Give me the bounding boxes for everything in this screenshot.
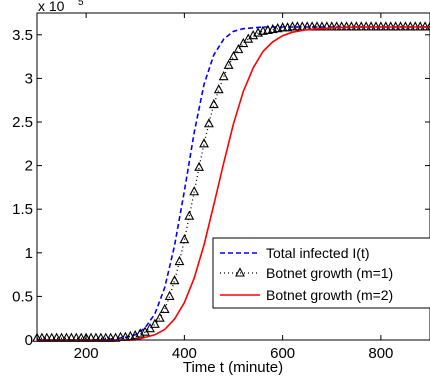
y-tick-label: 0.5 [12, 288, 33, 305]
legend: Total infected I(t) Botnet growth (m=1) Bo… [212, 237, 430, 309]
series-point-marker [71, 332, 82, 342]
series-point-marker [169, 275, 180, 285]
legend-label-3: Botnet growth (m=2) [266, 287, 393, 303]
series-point-marker [292, 21, 303, 31]
legend-items: Total infected I(t) Botnet growth (m=1) Bo… [220, 245, 393, 303]
x-tick-label: 800 [368, 345, 393, 362]
series-point-marker [341, 21, 352, 31]
series-point-marker [145, 322, 155, 333]
series-point-marker [312, 21, 322, 31]
series-point-marker [218, 70, 229, 81]
x-tick-label: 600 [270, 345, 295, 362]
series-point-marker [164, 290, 175, 300]
series-point-marker [32, 332, 42, 342]
series-point-marker [331, 21, 342, 31]
series-point-marker [100, 332, 111, 342]
series-point-marker [184, 210, 195, 220]
y-multiplier-exponent: 5 [78, 0, 84, 8]
x-tick-label: 200 [74, 345, 99, 362]
series-point-marker [238, 37, 249, 48]
series-point-marker [81, 332, 92, 342]
series-point-marker [46, 332, 57, 342]
series-point-marker [194, 161, 205, 171]
series-point-marker [174, 255, 185, 266]
series-point-marker [56, 332, 67, 342]
series-point-marker [336, 21, 347, 31]
series-point-marker [91, 332, 101, 342]
series-point-marker [204, 118, 214, 128]
series-point-marker [199, 138, 209, 148]
y-tick-label: 2.5 [12, 114, 33, 131]
series-point-marker [228, 50, 239, 61]
y-tick-label: 0 [25, 332, 33, 349]
series-point-marker [287, 21, 298, 31]
legend-box [212, 237, 430, 309]
series-point-marker [179, 234, 190, 244]
series-point-marker [208, 98, 219, 109]
series-point-marker [51, 332, 62, 342]
legend-label-2: Botnet growth (m=1) [266, 265, 393, 281]
series-point-marker [154, 312, 165, 322]
series-point-marker [86, 332, 96, 342]
legend-label-1: Total infected I(t) [266, 245, 370, 261]
plot-frame [36, 12, 430, 341]
legend-marker [235, 267, 245, 277]
series-point-marker [321, 21, 332, 31]
series-point-marker [277, 22, 288, 32]
series-point-marker [41, 332, 52, 342]
series-point-marker [36, 332, 47, 342]
x-tick-label: 400 [172, 345, 197, 362]
series-point-marker [326, 21, 337, 31]
series-point-marker [105, 332, 116, 342]
axis-ticks: 200 400 600 800 0 0.5 1 1.5 2 2.5 3 3.5 [12, 13, 430, 362]
series-point-marker [159, 303, 170, 314]
series-point-marker [317, 21, 327, 31]
y-multiplier-base: x 10 [38, 0, 65, 14]
y-tick-label: 3.5 [12, 27, 33, 44]
y-tick-label: 2 [25, 158, 33, 175]
series-point-marker [223, 59, 234, 69]
series-point-marker [149, 318, 160, 328]
series-point-marker [189, 186, 200, 196]
y-tick-label: 1 [25, 245, 33, 262]
y-tick-label: 1.5 [12, 201, 33, 218]
y-tick-label: 3 [25, 70, 33, 87]
series-point-marker [233, 43, 244, 54]
series-point-marker [61, 332, 72, 342]
series-point-marker [95, 332, 106, 342]
series-layer [32, 21, 430, 342]
series-point-marker [213, 84, 224, 94]
series-line-3 [37, 26, 430, 341]
x-axis-label: Time t (minute) [183, 359, 283, 376]
series-point-marker [76, 332, 87, 342]
series-point-marker [66, 332, 77, 342]
series-point-marker [346, 21, 357, 31]
